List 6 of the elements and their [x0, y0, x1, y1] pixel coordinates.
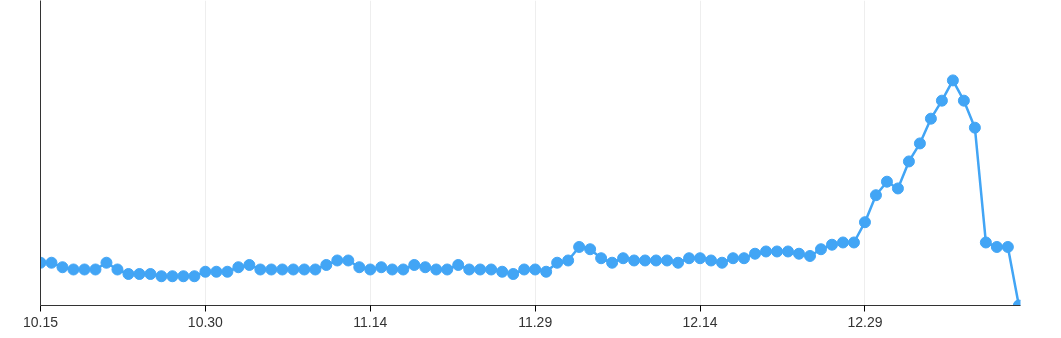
x-tick-label: 11.14	[353, 313, 388, 330]
x-tick-label: 10.15	[22, 313, 59, 330]
x-tick-label: 12.29	[847, 313, 883, 330]
x-tick-label: 10.30	[187, 313, 224, 330]
x-tick-label: 12.14	[682, 313, 718, 330]
x-tick-label: 11.29	[518, 313, 553, 330]
